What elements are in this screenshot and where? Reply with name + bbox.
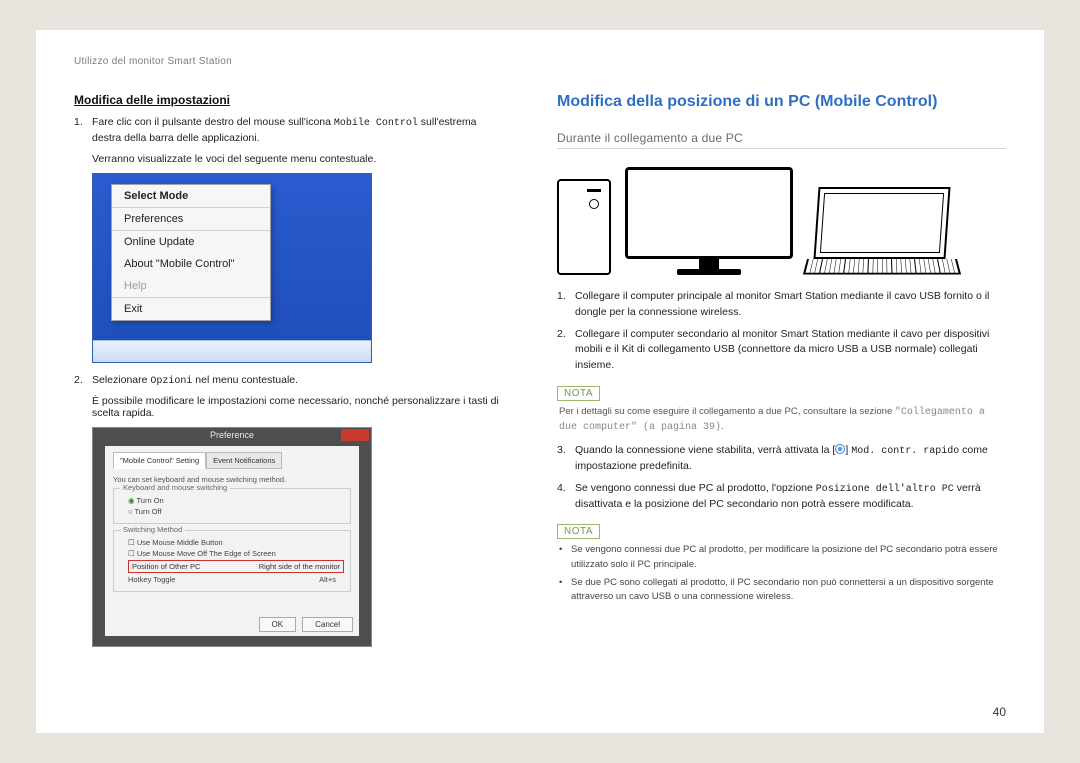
right-steps-2: 3. Quando la connessione viene stabilita… xyxy=(557,443,1006,513)
menu-exit[interactable]: Exit xyxy=(112,297,270,320)
group-switching: Switching Method ☐ Use Mouse Middle Butt… xyxy=(113,530,351,592)
group-kbm: Keyboard and mouse switching ◉ Turn On ○… xyxy=(113,488,351,524)
menu-preferences[interactable]: Preferences xyxy=(112,207,270,230)
step-1: 1. Fare clic con il pulsante destro del … xyxy=(74,115,503,147)
tab-setting[interactable]: "Mobile Control" Setting xyxy=(113,452,206,469)
mode-icon xyxy=(835,444,845,454)
r-step-4: 4. Se vengono connessi due PC al prodott… xyxy=(557,481,1006,513)
right-h3: Durante il collegamento a due PC xyxy=(557,131,1006,149)
breadcrumb: Utilizzo del monitor Smart Station xyxy=(74,56,1006,67)
ok-button[interactable]: OK xyxy=(259,617,297,632)
pref-title: Preference xyxy=(93,430,371,440)
context-menu: Select Mode Preferences Online Update Ab… xyxy=(111,184,271,321)
step-2-note: È possibile modificare le impostazioni c… xyxy=(92,395,503,419)
nota-badge-1: NOTA xyxy=(557,386,600,401)
hotkey-row: Hotkey Toggle Alt+s xyxy=(128,575,336,584)
r-step-1: 1.Collegare il computer principale al mo… xyxy=(557,289,1006,321)
position-row[interactable]: Position of Other PC Right side of the m… xyxy=(128,560,344,573)
manual-page: Utilizzo del monitor Smart Station Modif… xyxy=(36,30,1044,733)
radio-turn-on[interactable]: ◉ Turn On xyxy=(128,496,344,505)
connection-diagram xyxy=(557,159,1006,279)
preferences-screenshot: Preference "Mobile Control" Setting Even… xyxy=(92,427,372,647)
menu-online-update[interactable]: Online Update xyxy=(112,230,270,253)
chk-edge[interactable]: ☐ Use Mouse Move Off The Edge of Screen xyxy=(128,549,344,558)
left-steps: 1. Fare clic con il pulsante destro del … xyxy=(74,115,503,147)
left-heading: Modifica delle impostazioni xyxy=(74,93,503,107)
pc-tower-icon xyxy=(557,179,611,275)
laptop-icon xyxy=(807,187,957,279)
nota-badge-2: NOTA xyxy=(557,524,600,539)
menu-select-mode[interactable]: Select Mode xyxy=(112,185,270,207)
context-menu-screenshot: Select Mode Preferences Online Update Ab… xyxy=(92,173,372,363)
tab-notifications[interactable]: Event Notifications xyxy=(206,452,282,469)
bul-2: Se due PC sono collegati al prodotto, il… xyxy=(571,576,1006,605)
nota-bullets: Se vengono connessi due PC al prodotto, … xyxy=(557,543,1006,604)
r-step-2: 2.Collegare il computer secondario al mo… xyxy=(557,327,1006,374)
monitor-icon xyxy=(625,167,793,279)
button-row: OK Cancel xyxy=(259,617,353,632)
right-column: Modifica della posizione di un PC (Mobil… xyxy=(557,93,1006,647)
radio-turn-off[interactable]: ○ Turn Off xyxy=(128,507,344,516)
r-step-3: 3. Quando la connessione viene stabilita… xyxy=(557,443,1006,475)
cancel-button[interactable]: Cancel xyxy=(302,617,353,632)
menu-help[interactable]: Help xyxy=(112,275,270,297)
right-h2: Modifica della posizione di un PC (Mobil… xyxy=(557,93,1006,111)
nota-text-1: Per i dettagli su come eseguire il colle… xyxy=(559,405,1006,435)
chk-middle[interactable]: ☐ Use Mouse Middle Button xyxy=(128,538,344,547)
two-column-layout: Modifica delle impostazioni 1. Fare clic… xyxy=(74,93,1006,647)
left-column: Modifica delle impostazioni 1. Fare clic… xyxy=(74,93,503,647)
close-icon[interactable] xyxy=(341,429,369,441)
context-intro: Verranno visualizzate le voci del seguen… xyxy=(92,153,503,165)
pref-body: "Mobile Control" Setting Event Notificat… xyxy=(105,446,359,636)
left-steps-2: 2. Selezionare Opzioni nel menu contestu… xyxy=(74,373,503,389)
menu-about[interactable]: About "Mobile Control" xyxy=(112,253,270,275)
taskbar xyxy=(93,340,371,362)
step-2: 2. Selezionare Opzioni nel menu contestu… xyxy=(74,373,503,389)
bul-1: Se vengono connessi due PC al prodotto, … xyxy=(571,543,1006,572)
right-steps: 1.Collegare il computer principale al mo… xyxy=(557,289,1006,374)
pref-tabs: "Mobile Control" Setting Event Notificat… xyxy=(113,452,351,469)
page-number: 40 xyxy=(993,705,1006,719)
